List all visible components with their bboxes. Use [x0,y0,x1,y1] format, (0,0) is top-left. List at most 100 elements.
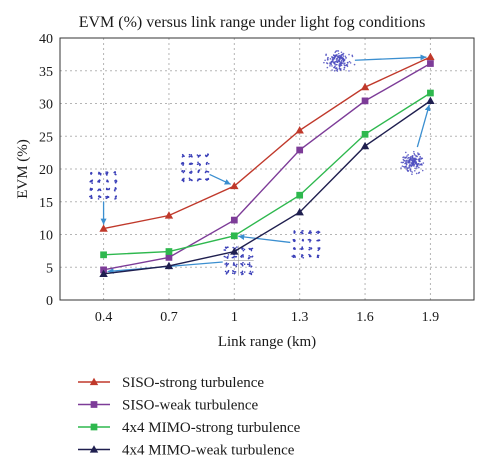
constellation-dot [300,255,303,257]
constellation-dot [335,67,338,70]
constellation-dot [226,271,228,274]
constellation-dot [411,157,413,159]
data-point [164,261,174,270]
constellation-dot [240,256,243,258]
constellation-dot [224,246,227,249]
constellation-dot [291,255,294,257]
constellation-dot [182,163,185,165]
constellation-dot [197,156,200,158]
y-axis-label: EVM (%) [15,139,31,199]
constellation-dot [316,239,318,242]
constellation-dot [250,265,253,268]
constellation-dot [404,151,407,154]
constellation-dot [243,263,246,265]
constellation-dot [405,156,407,159]
constellation-dot [302,256,305,259]
constellation-dot [302,254,304,257]
y-tick-label: 40 [39,32,53,47]
constellation-dot [343,64,346,67]
constellation-dot [204,171,207,174]
constellation-dot [301,230,303,232]
constellation-dot [329,58,332,60]
constellation-dot [409,168,412,171]
legend: SISO-strong turbulence SISO-weak turbulen… [78,375,301,459]
constellation-dot [235,255,238,258]
constellation-dot [418,166,420,169]
constellation-dot [242,261,244,264]
constellation-dot [309,255,311,258]
data-point [360,141,370,150]
constellation-dot [98,188,100,191]
constellation-dot [353,63,356,66]
constellation-dot [324,59,326,62]
series-line [103,100,431,275]
constellation-dot [330,61,333,63]
plot-frame [59,37,475,301]
grid-lines [60,38,474,300]
inset-arrow [238,234,291,244]
constellation-dot [108,188,110,191]
constellation-dot [114,198,116,200]
constellation-dot [338,65,341,68]
constellation-dot [232,264,235,266]
constellation-dot [226,263,229,266]
data-point [230,247,239,255]
constellation-dot [98,172,101,174]
constellation-dot [308,248,311,251]
constellation-dot [250,273,253,276]
constellation-dot [91,197,93,200]
constellation-dot [191,162,194,165]
y-tick-label: 30 [39,98,53,113]
constellation-dot [408,160,410,163]
constellation-dot [337,50,340,52]
constellation-dot [343,66,346,69]
constellation-dot [329,65,331,67]
constellation-dot [330,56,333,58]
constellation-dot [415,158,418,161]
constellation-dot [234,271,237,273]
constellation-dot [106,196,109,199]
legend-marker [90,401,98,408]
series-line [103,92,431,256]
y-tick-label: 35 [39,65,53,80]
constellation-dot [89,189,92,191]
constellation-dot [180,163,183,165]
constellation-dot [406,155,408,157]
constellation-dot [402,161,405,164]
constellation-dot [318,239,321,242]
constellation-dot [248,265,251,267]
constellation-dot [182,164,184,166]
constellation-dot [231,256,234,259]
constellation-dot [414,167,416,170]
constellation-dot [342,53,344,56]
series-3 [100,89,434,259]
constellation-dot [340,56,343,59]
legend-label: 4x4 MIMO-weak turbulence [122,443,295,459]
constellation-dot [421,157,424,160]
constellation-dot [236,263,238,266]
constellation-dot [224,256,227,258]
inset-arrow [416,104,431,148]
constellation-dot [340,59,343,62]
constellation-dot [188,177,191,180]
constellation-dot [325,54,327,56]
constellation-dot [181,170,183,172]
constellation-dot [247,263,249,266]
constellation-dot [334,56,336,59]
x-axis-label: Link range (km) [218,334,316,350]
constellation-dot [344,62,346,64]
constellation-dot [97,180,99,183]
constellation-dot [309,239,312,241]
constellation-dot [400,167,402,169]
constellation-inset [223,245,254,276]
constellation-dot [329,61,331,64]
constellation-dot [403,159,406,162]
constellation-dot [223,249,226,251]
constellation-dot [233,272,236,275]
constellation-dot [205,170,208,173]
legend-item: 4x4 MIMO-strong turbulence [78,420,301,436]
constellation-dot [300,231,302,234]
constellation-dot [339,54,342,57]
constellation-dot [197,171,200,174]
